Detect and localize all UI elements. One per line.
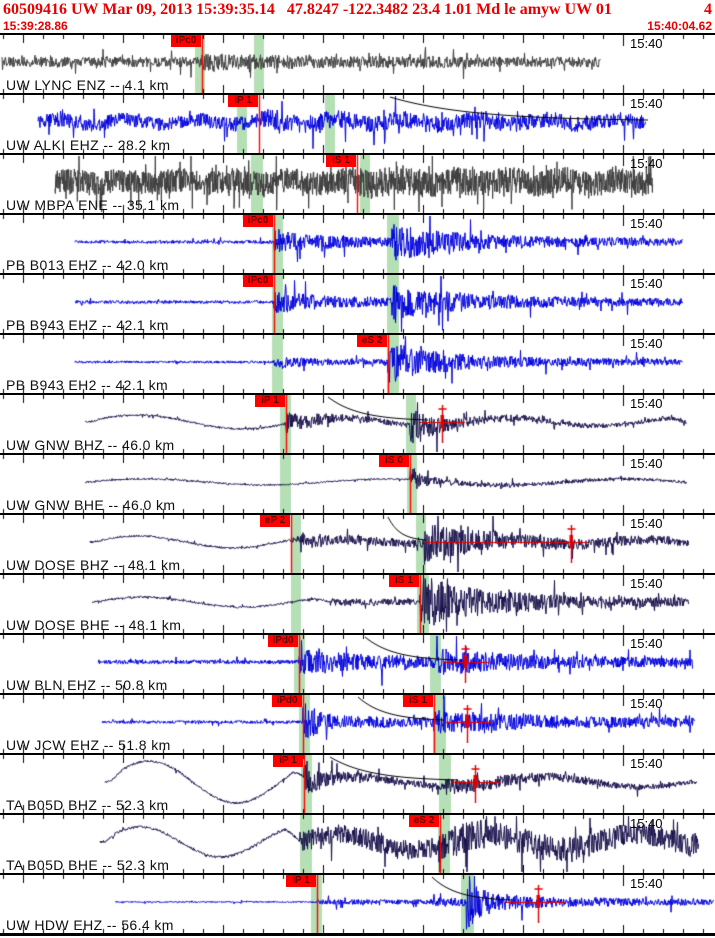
- waveform-canvas[interactable]: [0, 455, 715, 513]
- station-label[interactable]: UW JCW EHZ -- 51.8 km: [6, 737, 171, 753]
- trace-panel: iPc0 15:40 PB B013 EHZ -- 42.0 km: [0, 213, 715, 273]
- pick-flag[interactable]: iS 1: [326, 155, 356, 167]
- time-tick-label: 15:40: [630, 456, 663, 471]
- time-tick-label: 15:40: [630, 576, 663, 591]
- time-tick-label: 15:40: [630, 396, 663, 411]
- time-tick-label: 15:40: [630, 156, 663, 171]
- window-end-time: 15:40:04.62: [647, 19, 712, 33]
- pick-flag[interactable]: eS 2: [357, 335, 387, 347]
- station-label[interactable]: UW MBPA ENE -- 35.1 km: [6, 197, 180, 213]
- time-tick-label: 15:40: [630, 216, 663, 231]
- pick-flag[interactable]: iPc0: [243, 215, 273, 227]
- pick-flag[interactable]: eP 2: [260, 515, 290, 527]
- time-tick-label: 15:40: [630, 36, 663, 51]
- pick-flag[interactable]: iP 1: [255, 395, 285, 407]
- waveform-canvas[interactable]: [0, 395, 715, 453]
- pick-flag[interactable]: iPc0: [243, 275, 273, 287]
- time-tick-label: 15:40: [630, 276, 663, 291]
- waveform-canvas[interactable]: [0, 215, 715, 273]
- window-start-time: 15:39:28.86: [3, 19, 68, 33]
- waveform-canvas[interactable]: [0, 695, 715, 753]
- header-row: 60509416 UW Mar 09, 2013 15:39:35.14 47.…: [0, 0, 715, 19]
- trace-panel: iP 1 15:40 TA B05D BHZ -- 52.3 km: [0, 753, 715, 813]
- pick-flag[interactable]: iS 0: [379, 455, 409, 467]
- time-tick-label: 15:40: [630, 816, 663, 831]
- trace-panel: iPd0 iS 1 15:40 UW JCW EHZ -- 51.8 km: [0, 693, 715, 753]
- time-tick-label: 15:40: [630, 516, 663, 531]
- station-label[interactable]: UW HDW EHZ -- 56.4 km: [6, 917, 174, 933]
- waveform-canvas[interactable]: [0, 575, 715, 633]
- station-label[interactable]: UW ALKI EHZ -- 28.2 km: [6, 137, 171, 153]
- pick-flag[interactable]: iP 1: [273, 755, 303, 767]
- pick-flag[interactable]: iP 1: [228, 95, 258, 107]
- trace-panel: iS 1 15:40 UW MBPA ENE -- 35.1 km: [0, 153, 715, 213]
- trace-panel: iPc0 15:40 PB B943 EHZ -- 42.1 km: [0, 273, 715, 333]
- waveform-canvas[interactable]: [0, 515, 715, 573]
- pick-flag[interactable]: eS 2: [409, 815, 439, 827]
- waveform-canvas[interactable]: [0, 635, 715, 693]
- time-window-row: 15:39:28.86 15:40:04.62: [0, 19, 715, 33]
- waveform-canvas[interactable]: [0, 815, 715, 873]
- station-label[interactable]: UW DOSE BHZ -- 48.1 km: [6, 557, 181, 573]
- pick-flag[interactable]: iS 1: [389, 575, 419, 587]
- station-label[interactable]: PB B013 EHZ -- 42.0 km: [6, 257, 169, 273]
- trace-list: iPc0 15:40 UW LYNC ENZ -- 4.1 km iP 1 15:40 U…: [0, 33, 715, 936]
- trace-panel: eS 2 15:40 TA B05D BHE -- 52.3 km: [0, 813, 715, 873]
- time-tick-label: 15:40: [630, 696, 663, 711]
- station-label[interactable]: TA B05D BHZ -- 52.3 km: [6, 797, 169, 813]
- trace-panel: iP 1 15:40 UW HDW EHZ -- 56.4 km: [0, 873, 715, 933]
- station-label[interactable]: PB B943 EHZ -- 42.1 km: [6, 317, 169, 333]
- waveform-canvas[interactable]: [0, 95, 715, 153]
- pick-flag[interactable]: iS 1: [403, 695, 433, 707]
- trace-panel: iPd0 15:40 UW BLN EHZ -- 50.8 km: [0, 633, 715, 693]
- time-tick-label: 15:40: [630, 636, 663, 651]
- station-label[interactable]: UW DOSE BHE -- 48.1 km: [6, 617, 182, 633]
- time-tick-label: 15:40: [630, 876, 663, 891]
- page-number: 4: [704, 1, 712, 18]
- pick-flag[interactable]: iPd0: [272, 695, 302, 707]
- trace-panel: iPc0 15:40 UW LYNC ENZ -- 4.1 km: [0, 33, 715, 93]
- pick-flag[interactable]: iPc0: [171, 35, 201, 47]
- pick-flag[interactable]: iP 1: [286, 875, 316, 887]
- station-label[interactable]: UW LYNC ENZ -- 4.1 km: [6, 77, 169, 93]
- time-tick-label: 15:40: [630, 336, 663, 351]
- trace-panel: eP 2 15:40 UW DOSE BHZ -- 48.1 km: [0, 513, 715, 573]
- waveform-canvas[interactable]: [0, 875, 715, 933]
- waveform-canvas[interactable]: [0, 155, 715, 213]
- station-label[interactable]: UW BLN EHZ -- 50.8 km: [6, 677, 168, 693]
- station-label[interactable]: TA B05D BHE -- 52.3 km: [6, 857, 170, 873]
- waveform-canvas[interactable]: [0, 35, 715, 93]
- time-tick-label: 15:40: [630, 756, 663, 771]
- pick-flag[interactable]: iPd0: [268, 635, 298, 647]
- station-label[interactable]: PB B943 EH2 -- 42.1 km: [6, 377, 169, 393]
- event-summary: 60509416 UW Mar 09, 2013 15:39:35.14 47.…: [3, 1, 612, 18]
- trace-panel: eS 2 15:40 PB B943 EH2 -- 42.1 km: [0, 333, 715, 393]
- waveform-canvas[interactable]: [0, 275, 715, 333]
- trace-panel: iS 0 15:40 UW GNW BHE -- 46.0 km: [0, 453, 715, 513]
- waveform-canvas[interactable]: [0, 755, 715, 813]
- time-tick-label: 15:40: [630, 96, 663, 111]
- station-label[interactable]: UW GNW BHZ -- 46.0 km: [6, 437, 175, 453]
- station-label[interactable]: UW GNW BHE -- 46.0 km: [6, 497, 176, 513]
- trace-panel: iP 1 15:40 UW GNW BHZ -- 46.0 km: [0, 393, 715, 453]
- trace-panel: iS 1 15:40 UW DOSE BHE -- 48.1 km: [0, 573, 715, 633]
- trace-panel: iP 1 15:40 UW ALKI EHZ -- 28.2 km: [0, 93, 715, 153]
